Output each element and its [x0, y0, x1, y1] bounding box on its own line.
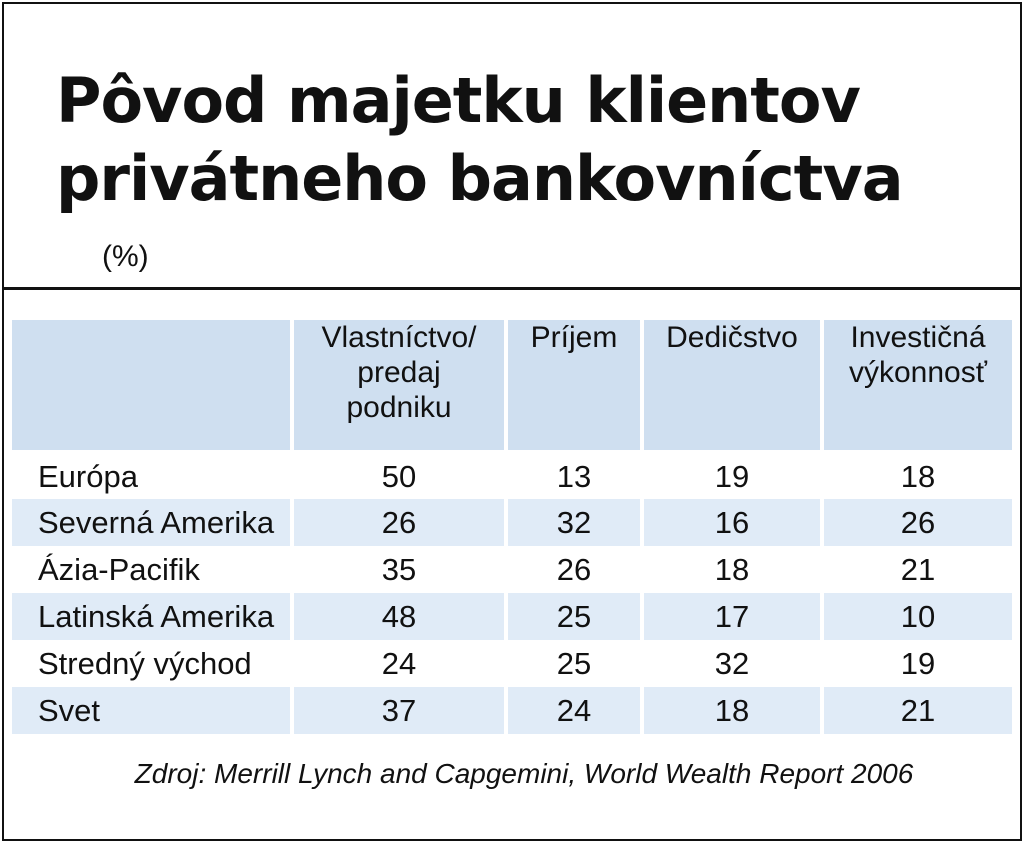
- row-label: Stredný východ: [38, 645, 252, 681]
- row-label: Svet: [12, 687, 292, 734]
- table-cell: 37: [290, 687, 506, 734]
- table-cell: 21: [900, 551, 936, 587]
- table-cell: 25: [556, 645, 592, 681]
- data-table: Vlastníctvo/ predaj podniku Príjem Dedič…: [12, 320, 1012, 734]
- table-cell: 24: [381, 645, 417, 681]
- table-cell: 48: [290, 593, 506, 640]
- title-line-1: Pôvod majetku klientov: [56, 64, 861, 137]
- table-cell: 26: [820, 499, 1012, 546]
- table-cell: 19: [900, 645, 936, 681]
- table-cell: 16: [640, 499, 822, 546]
- title-divider: [4, 287, 1020, 290]
- header-blank-cell: [12, 320, 294, 454]
- column-header-line: Vlastníctvo/: [321, 321, 477, 354]
- table-cell: 10: [820, 593, 1012, 640]
- column-header-inheritance: Dedičstvo: [642, 320, 824, 454]
- table-cell: 50: [381, 458, 417, 494]
- table-cell: 32: [714, 645, 750, 681]
- table-cell: 35: [381, 551, 417, 587]
- table-cell: 19: [714, 458, 750, 494]
- data-table-wrapper: Vlastníctvo/ predaj podniku Príjem Dedič…: [12, 320, 1012, 734]
- table-row: Latinská Amerika 48 25 17 10: [12, 593, 1012, 640]
- chart-title: Pôvod majetku klientov privátneho bankov…: [56, 62, 904, 218]
- table-cell: 13: [556, 458, 592, 494]
- table-cell: 18: [640, 687, 822, 734]
- table-cell: 24: [504, 687, 642, 734]
- row-label: Ázia-Pacifik: [38, 551, 200, 587]
- table-row: Svet 37 24 18 21: [12, 687, 1012, 734]
- table-cell: 25: [504, 593, 642, 640]
- table-row: Severná Amerika 26 32 16 26: [12, 499, 1012, 546]
- table-cell: 26: [556, 551, 592, 587]
- table-cell: 21: [820, 687, 1012, 734]
- table-row: Stredný východ 24 25 32 19: [12, 640, 1012, 687]
- source-note: Zdroj: Merrill Lynch and Capgemini, Worl…: [134, 758, 914, 789]
- column-header-line: výkonnosť: [849, 356, 987, 389]
- column-header-line: Príjem: [530, 321, 618, 354]
- row-label: Európa: [38, 458, 138, 494]
- table-header-row: Vlastníctvo/ predaj podniku Príjem Dedič…: [12, 320, 1012, 454]
- row-label: Severná Amerika: [12, 499, 292, 546]
- table-row: Ázia-Pacifik 35 26 18 21: [12, 546, 1012, 593]
- row-label: Latinská Amerika: [12, 593, 292, 640]
- table-cell: 32: [504, 499, 642, 546]
- column-header-line: predaj: [357, 356, 441, 389]
- title-line-2: privátneho bankovníctva: [56, 142, 904, 215]
- table-row: Európa 50 13 19 18: [12, 452, 1012, 499]
- column-header-line: Investičná: [850, 321, 986, 354]
- table-cell: 18: [714, 551, 750, 587]
- unit-label: (%): [102, 240, 149, 273]
- column-header-ownership: Vlastníctvo/ predaj podniku: [292, 320, 508, 454]
- column-header-investment: Investičná výkonnosť: [822, 320, 1012, 454]
- table-cell: 17: [640, 593, 822, 640]
- table-cell: 18: [900, 458, 936, 494]
- column-header-line: Dedičstvo: [666, 321, 798, 354]
- table-cell: 26: [290, 499, 506, 546]
- column-header-income: Príjem: [506, 320, 644, 454]
- column-header-line: podniku: [346, 391, 452, 424]
